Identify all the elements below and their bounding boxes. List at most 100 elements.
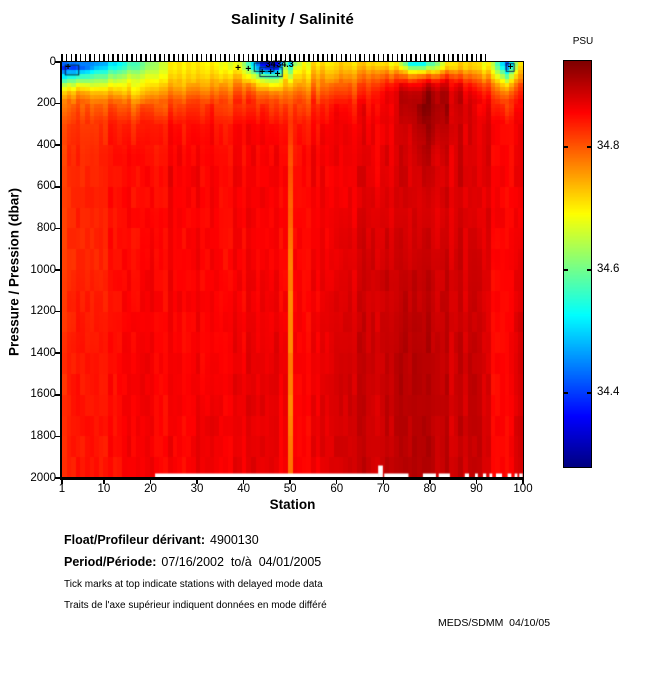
x-tick-label: 90 [470, 483, 483, 495]
delayed-mode-tick [331, 54, 333, 61]
delayed-mode-tick [354, 54, 357, 61]
plus-marker: + [507, 62, 514, 74]
colorbar-tick-label: 34.4 [597, 386, 620, 399]
delayed-mode-tick [280, 54, 282, 61]
plot-right-axis [523, 61, 524, 478]
float-id-value: 4900130 [210, 533, 259, 547]
y-axis-tick [55, 61, 61, 63]
x-axis-tick [429, 480, 431, 484]
delayed-mode-tick [275, 54, 277, 61]
colorbar-tick [587, 146, 591, 148]
delayed-mode-tick [401, 54, 403, 61]
delayed-mode-tick [289, 54, 291, 61]
plus-marker: + [267, 67, 274, 79]
delayed-mode-tick [205, 54, 208, 61]
plus-marker: + [65, 62, 71, 74]
x-tick-label: 80 [423, 483, 437, 495]
delayed-mode-tick [359, 54, 361, 61]
delayed-mode-tick [373, 54, 375, 61]
y-tick-label: 800 [36, 221, 56, 234]
y-axis-tick [55, 144, 61, 146]
chart-title: Salinity / Salinité [230, 11, 354, 28]
delayed-mode-tick [177, 54, 180, 61]
delayed-mode-tick [410, 54, 412, 61]
delayed-mode-tick [284, 54, 287, 61]
float-id-label: Float/Profileur dérivant: [64, 533, 205, 547]
delayed-mode-tick [475, 54, 478, 61]
x-tick-label: 60 [330, 483, 344, 495]
delayed-mode-tick [298, 54, 301, 61]
y-axis-tick [55, 227, 61, 230]
y-axis-tick [55, 477, 61, 479]
contour-label: 34.3 [276, 59, 294, 70]
period-value: 07/16/2002 to/à 04/01/2005 [161, 555, 322, 569]
note-english: Tick marks at top indicate stations with… [64, 579, 323, 590]
delayed-mode-tick [191, 54, 194, 61]
delayed-mode-tick [70, 54, 73, 61]
delayed-mode-tick [84, 54, 87, 61]
float-id-line: Float/Profileur dérivant: 4900130 [64, 533, 259, 547]
x-tick-label: 20 [144, 483, 157, 495]
delayed-mode-tick [261, 54, 263, 61]
delayed-mode-tick [345, 54, 347, 61]
delayed-mode-tick [186, 54, 189, 61]
colorbar-tick [587, 392, 591, 394]
delayed-mode-tick [103, 54, 105, 61]
colorbar-tick-label: 34.8 [597, 140, 620, 153]
delayed-mode-tick [238, 54, 240, 61]
delayed-mode-tick [424, 54, 426, 61]
delayed-mode-tick [294, 54, 296, 61]
y-axis-tick [55, 269, 61, 271]
delayed-mode-tick [65, 54, 68, 61]
plus-marker: + [245, 64, 252, 76]
delayed-mode-tick [396, 54, 399, 61]
plot-left-axis [60, 61, 62, 478]
x-axis-tick [475, 480, 478, 484]
delayed-mode-tick [382, 54, 385, 61]
x-axis-tick [149, 480, 152, 484]
delayed-mode-tick [219, 54, 222, 61]
delayed-mode-tick [256, 54, 259, 61]
delayed-mode-tick [266, 54, 268, 61]
y-tick-label: 1600 [30, 388, 56, 401]
x-tick-label: 30 [190, 483, 204, 495]
contour-label: 34 [265, 59, 276, 70]
delayed-mode-tick [159, 54, 161, 61]
delayed-mode-tick [154, 54, 156, 61]
colorbar-tick [587, 269, 591, 271]
delayed-mode-tick [443, 54, 445, 61]
period-label: Period/Période: [64, 555, 157, 569]
plus-marker: + [235, 63, 241, 75]
salinity-heatmap [62, 62, 523, 478]
delayed-mode-tick [242, 54, 245, 61]
x-axis-tick [382, 480, 385, 484]
x-axis-tick [61, 480, 63, 484]
delayed-mode-tick [484, 54, 487, 61]
delayed-mode-tick [303, 54, 305, 61]
x-tick-label: 1 [58, 483, 66, 495]
delayed-mode-tick [93, 54, 96, 61]
delayed-mode-tick [335, 54, 338, 61]
delayed-mode-tick [126, 54, 128, 61]
plus-marker: + [274, 69, 281, 81]
y-axis-tick [55, 186, 61, 188]
delayed-mode-tick [452, 54, 454, 61]
delayed-mode-tick [233, 54, 236, 61]
delayed-mode-tick [75, 54, 77, 61]
delayed-mode-tick [447, 54, 450, 61]
y-tick-label: 1800 [30, 429, 56, 442]
delayed-mode-tick [419, 54, 422, 61]
plot-bottom-axis [60, 477, 524, 480]
x-tick-label: 100 [513, 483, 533, 495]
x-axis-tick [335, 480, 338, 484]
delayed-mode-tick [98, 54, 100, 61]
y-tick-label: 400 [36, 138, 56, 151]
delayed-mode-tick [173, 54, 175, 61]
delayed-mode-tick [405, 54, 408, 61]
delayed-mode-tick [457, 54, 459, 61]
delayed-mode-tick [377, 54, 380, 61]
delayed-mode-tick [112, 54, 114, 61]
y-axis-tick [55, 394, 61, 396]
x-tick-label: 50 [283, 483, 297, 495]
y-axis-tick [55, 310, 61, 313]
